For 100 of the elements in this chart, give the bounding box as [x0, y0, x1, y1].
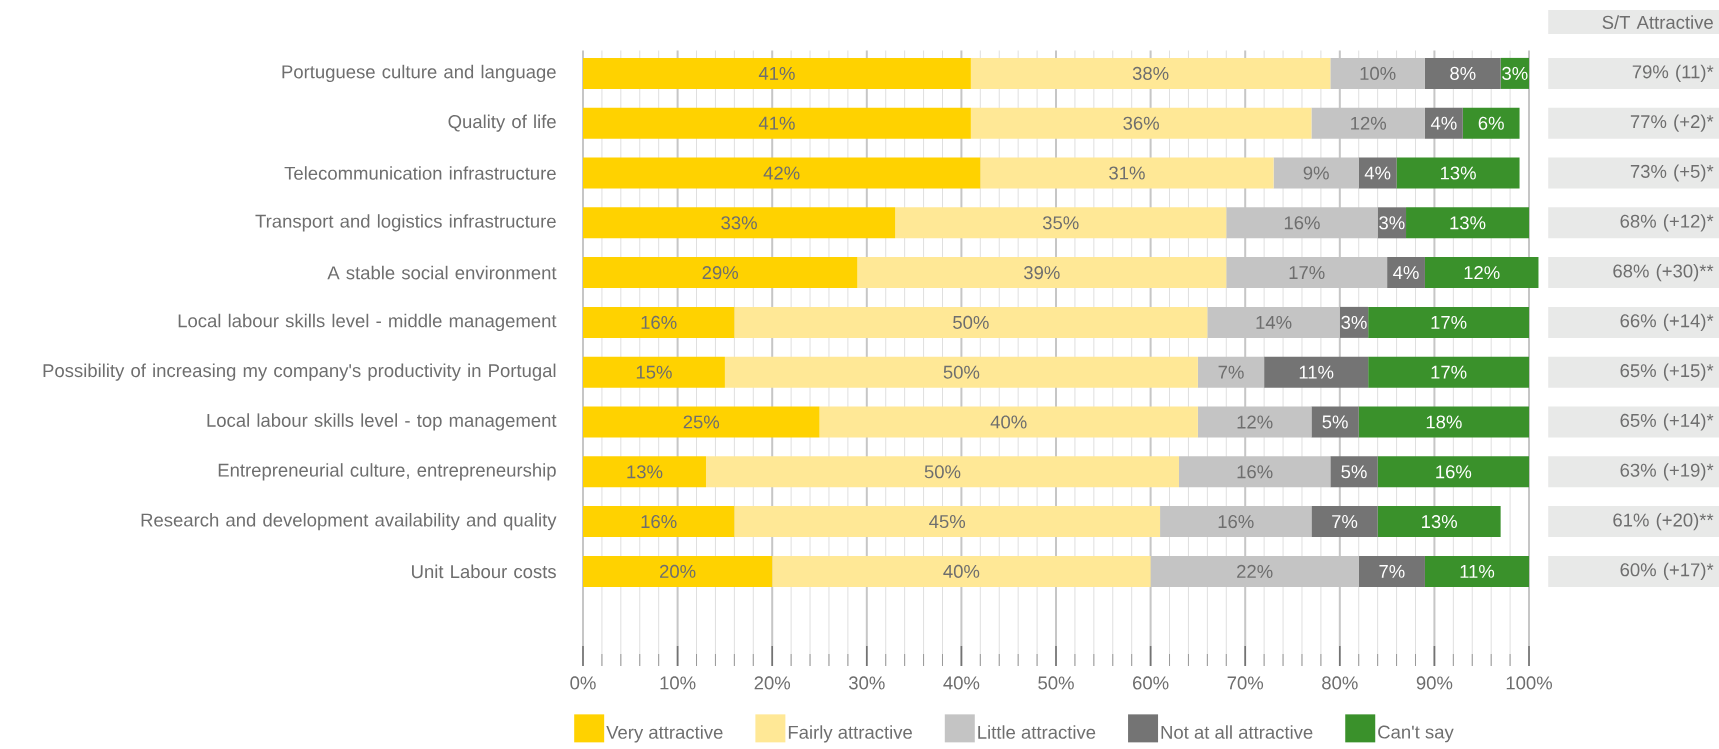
data-label: 7% — [1379, 564, 1405, 578]
data-label: 12% — [1237, 415, 1273, 429]
bar — [1178, 456, 1331, 488]
data-label: 45% — [929, 515, 966, 529]
text: 65% (+15)* — [1620, 363, 1714, 381]
data-label: 41% — [758, 66, 795, 80]
x-tick-label: 10% — [660, 676, 696, 690]
bar — [583, 157, 981, 189]
x-tick-label: 50% — [1038, 676, 1074, 690]
bar — [724, 356, 1198, 388]
data-label: 16% — [641, 315, 677, 329]
bar — [1396, 157, 1520, 189]
bar — [583, 107, 971, 139]
data-label: 4% — [1393, 266, 1419, 280]
y-tick-label: Portuguese culture and language — [282, 64, 556, 83]
data-label: 15% — [636, 365, 672, 379]
bar — [819, 406, 1198, 438]
bar — [1424, 257, 1539, 289]
bar — [895, 207, 1227, 239]
bar — [970, 107, 1312, 139]
y-tick-label: A stable social environment — [327, 265, 557, 280]
data-label: 13% — [627, 465, 663, 479]
data-label: 40% — [990, 415, 1027, 429]
text: 60% (+17)* — [1620, 562, 1714, 581]
data-label: 11% — [1460, 564, 1495, 578]
y-tick-label: Research and development availability and quality — [141, 512, 557, 531]
data-label: 10% — [1360, 66, 1396, 80]
bar — [583, 57, 971, 89]
bar — [1358, 157, 1397, 189]
bar — [1377, 506, 1501, 538]
data-label: 11% — [1299, 365, 1334, 379]
bar — [1150, 555, 1359, 587]
bar — [583, 306, 735, 338]
data-label: 50% — [943, 365, 980, 379]
bar — [583, 456, 706, 488]
text: 73% (+5)* — [1630, 164, 1714, 182]
y-tick-label: Local labour skills level - top management — [207, 413, 557, 431]
data-label: 41% — [758, 116, 795, 130]
legend-label: Fairly attractive — [788, 725, 912, 743]
data-label: 35% — [1042, 216, 1079, 230]
text: 66% (+14)* — [1620, 313, 1714, 332]
data-label: 13% — [1440, 166, 1476, 180]
bar — [705, 456, 1179, 488]
data-label: 13% — [1450, 216, 1486, 230]
x-tick-label: 90% — [1416, 676, 1453, 690]
bar — [1330, 57, 1425, 89]
data-label: 18% — [1426, 415, 1462, 429]
bar — [1424, 107, 1463, 139]
x-tick-label: 0% — [570, 676, 596, 690]
bar — [1462, 107, 1520, 139]
data-label: 3% — [1502, 66, 1528, 80]
bar — [583, 506, 735, 538]
data-label: 38% — [1132, 66, 1169, 80]
text: 68% (+30)** — [1613, 263, 1714, 282]
bar — [1330, 456, 1378, 488]
data-label: 39% — [1024, 266, 1060, 280]
bar — [1207, 306, 1340, 338]
data-label: 17% — [1431, 365, 1467, 379]
bar — [857, 257, 1227, 289]
data-label: 5% — [1341, 465, 1367, 479]
legend-label: Can't say — [1378, 725, 1454, 743]
x-tick-label: 20% — [754, 676, 791, 690]
data-label: 29% — [702, 266, 739, 280]
bar — [583, 207, 896, 239]
bar — [1226, 257, 1388, 289]
text: 63% (+19)* — [1620, 463, 1714, 481]
bar — [1368, 356, 1530, 388]
bar — [980, 157, 1274, 189]
bar — [1358, 406, 1530, 438]
bar — [1197, 406, 1312, 438]
data-label: 25% — [683, 415, 720, 429]
bar — [1424, 555, 1530, 587]
bar — [1368, 306, 1530, 338]
legend-label: Very attractive — [606, 725, 723, 743]
bar — [1160, 506, 1312, 538]
text: 68% (+12)* — [1620, 214, 1714, 232]
data-label: 31% — [1109, 166, 1145, 180]
data-label: 16% — [1436, 465, 1472, 479]
data-label: 50% — [924, 465, 961, 479]
data-label: 42% — [763, 166, 800, 180]
bar — [970, 57, 1331, 89]
data-label: 16% — [1237, 465, 1273, 479]
data-label: 7% — [1332, 515, 1358, 529]
data-label: 16% — [641, 515, 677, 529]
x-tick-label: 40% — [943, 676, 980, 690]
x-tick-label: 70% — [1227, 676, 1264, 690]
data-label: 13% — [1422, 515, 1457, 529]
y-tick-label: Entrepreneurial culture, entrepreneurship — [218, 463, 556, 481]
data-label: 3% — [1379, 216, 1405, 230]
bar — [1377, 456, 1530, 488]
data-label: 3% — [1341, 315, 1367, 329]
data-label: 5% — [1322, 415, 1348, 429]
data-label: 8% — [1450, 66, 1476, 80]
data-label: 4% — [1430, 116, 1457, 130]
text: 65% (+14)* — [1620, 413, 1714, 431]
data-label: 17% — [1431, 315, 1467, 329]
bar — [1424, 57, 1501, 89]
data-label: 7% — [1218, 365, 1244, 379]
data-label: 50% — [953, 315, 989, 329]
data-label: 33% — [721, 216, 757, 230]
